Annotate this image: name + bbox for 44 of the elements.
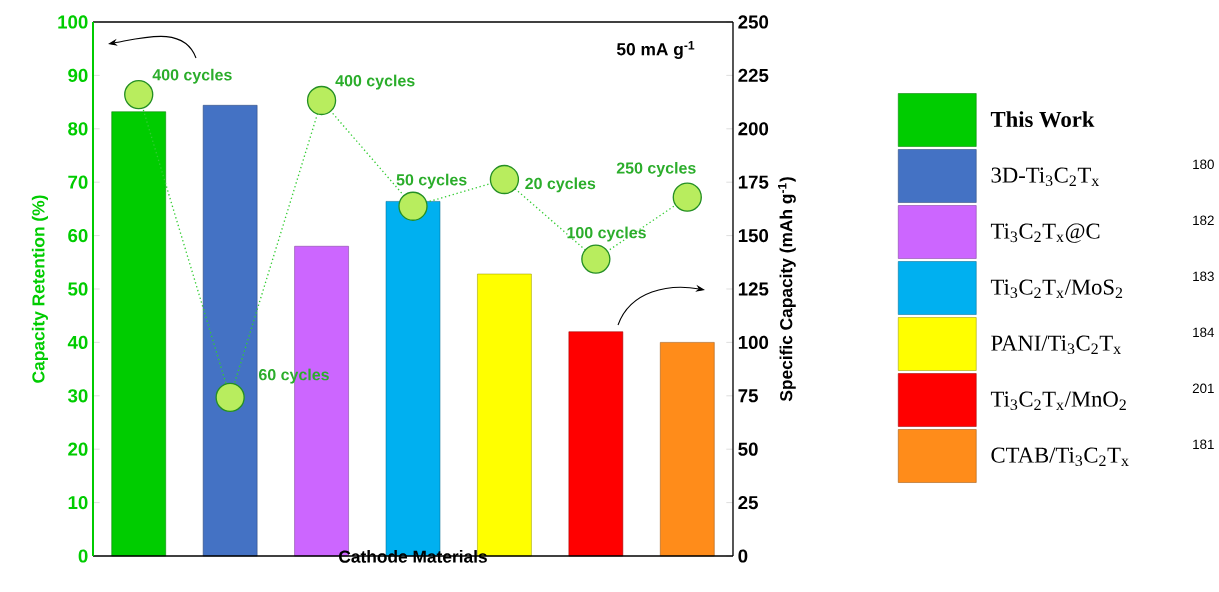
legend-label: 3D-Ti$_{3}$C$_{2}$T$_{x}$ — [991, 167, 1100, 187]
y2-tick-label: 150 — [738, 228, 769, 243]
y2-tick-label: 25 — [738, 495, 758, 510]
y-tick-label: 40 — [67, 335, 88, 350]
annotation: 20 cycles — [525, 177, 596, 193]
legend-label: Ti$_{3}$C$_{2}$T$_{x}$/MoS$_{2}$ — [990, 279, 1123, 299]
y-tick-label: 50 — [68, 282, 88, 296]
annotation: 50 mA g$^{-1}$ — [616, 41, 695, 59]
y-tick-label: 80 — [68, 122, 88, 136]
y2-tick-label: 50 — [738, 442, 758, 456]
y2-tick-label: 100 — [738, 335, 769, 350]
y2-tick-label: 175 — [738, 175, 769, 189]
annotation: 50 cycles — [396, 173, 467, 189]
annotation: 400 cycles — [335, 74, 415, 90]
y-tick-label: 90 — [68, 68, 88, 83]
annotation: 400 cycles — [152, 68, 232, 84]
legend-label: CTAB/Ti$_{3}$C$_{2}$T$_{x}$ — [991, 447, 1129, 467]
y-tick-label: 100 — [58, 15, 88, 29]
legend-label: Ti$_{3}$C$_{2}$T$_{x}$@C — [990, 223, 1100, 243]
annotation: 100 cycles — [567, 226, 646, 242]
annotation: 250 cycles — [616, 161, 696, 177]
y-tick-label: 70 — [68, 175, 88, 189]
legend-label: Ti$_{3}$C$_{2}$T$_{x}$/MnO$_{2}$ — [990, 391, 1126, 411]
y2-tick-label: 225 — [738, 68, 769, 83]
y2-tick-label: 125 — [738, 282, 769, 296]
y-tick-label: 30 — [67, 389, 88, 403]
y2-tick-label: 200 — [738, 122, 769, 136]
legend-label: PANI/Ti$_{3}$C$_{2}$T$_{x}$ — [991, 335, 1121, 355]
y-tick-label: 0 — [78, 549, 88, 563]
y-tick-label: 20 — [68, 442, 88, 456]
text: 184 — [1193, 327, 1215, 338]
y2-tick-label: 75 — [738, 389, 758, 403]
y2-axis-title: Specific Capacity (mAh g$^{-1}$) — [778, 177, 796, 402]
text: 201 — [1192, 383, 1214, 394]
text: 183 — [1193, 271, 1214, 282]
legend-label: This Work — [990, 111, 1095, 128]
y2-tick-label: 250 — [738, 15, 769, 29]
y-axis-title: Capacity Retention (%) — [31, 195, 48, 383]
y2-tick-label: 0 — [738, 549, 748, 563]
text: 180 — [1193, 159, 1214, 170]
text: 181 — [1193, 439, 1214, 450]
y-tick-label: 60 — [68, 228, 88, 243]
y-tick-label: 10 — [68, 495, 88, 510]
text: 182 — [1193, 215, 1214, 226]
